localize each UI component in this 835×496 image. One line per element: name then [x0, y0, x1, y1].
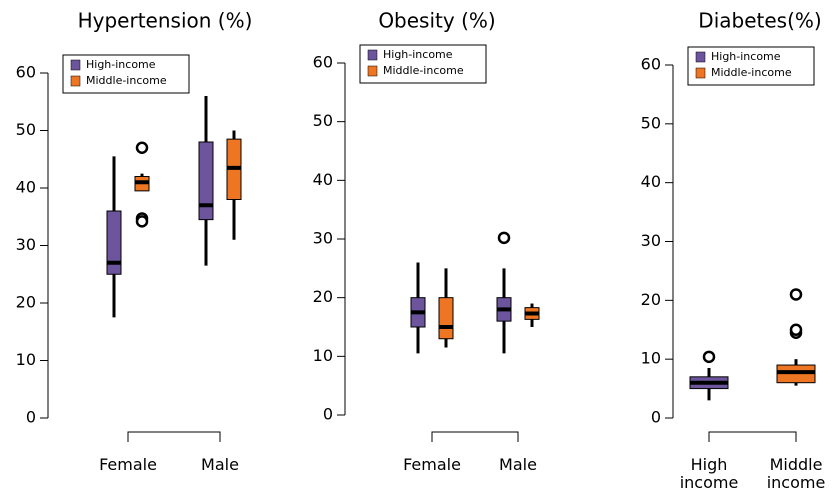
y-tick-label: 0 — [323, 405, 333, 424]
y-tick-label: 60 — [16, 63, 36, 82]
x-tick-label: Male — [201, 455, 239, 474]
y-tick-label: 30 — [16, 235, 36, 254]
x-tick-label: High income — [679, 455, 739, 492]
legend-box — [359, 44, 487, 84]
x-axis — [127, 431, 221, 442]
legend-swatch — [695, 51, 706, 63]
x-tick-label: Female — [99, 455, 157, 474]
y-tick-label: 40 — [16, 178, 36, 197]
x-tick-label: Male — [499, 455, 537, 474]
legend-label: Middle-income — [383, 64, 464, 77]
chart-title: Hypertension (%) — [78, 9, 253, 33]
legend-label: High-income — [86, 58, 156, 71]
y-tick-label: 40 — [313, 170, 333, 189]
y-tick-label: 10 — [641, 349, 661, 368]
chart-title: Diabetes(%) — [698, 9, 821, 33]
y-tick-label: 20 — [16, 293, 36, 312]
y-tick-label: 40 — [641, 172, 661, 191]
y-tick-label: 20 — [641, 290, 661, 309]
y-tick-label: 30 — [313, 229, 333, 248]
legend-swatch — [695, 67, 706, 79]
legend-label: Middle-income — [711, 66, 792, 79]
legend-box — [687, 46, 815, 86]
y-tick-label: 60 — [641, 55, 661, 74]
y-tick-label: 10 — [16, 350, 36, 369]
legend-swatch — [70, 59, 81, 71]
legend-swatch — [70, 75, 81, 87]
y-tick-label: 10 — [313, 346, 333, 365]
outlier — [702, 350, 716, 364]
outlier — [135, 215, 149, 228]
y-tick-label: 50 — [641, 113, 661, 132]
y-tick-label: 50 — [16, 120, 36, 139]
y-tick-label: 50 — [313, 111, 333, 130]
legend-label: High-income — [383, 48, 453, 61]
y-tick-label: 60 — [313, 53, 333, 72]
x-axis — [431, 431, 519, 442]
box — [106, 210, 122, 275]
x-axis — [708, 431, 797, 442]
outlier — [789, 323, 803, 336]
y-tick-label: 20 — [313, 287, 333, 306]
y-tick-label: 30 — [641, 231, 661, 250]
legend-swatch — [367, 65, 378, 77]
x-tick-label: Female — [403, 455, 461, 474]
legend-box — [62, 54, 190, 94]
legend-label: Middle-income — [86, 74, 167, 87]
box — [198, 141, 214, 221]
x-tick-label: Middle income — [766, 455, 826, 492]
box — [438, 297, 454, 340]
outlier — [789, 288, 803, 301]
outlier — [497, 231, 511, 245]
y-tick-label: 0 — [26, 408, 36, 427]
outlier — [135, 141, 149, 154]
legend-swatch — [367, 49, 378, 61]
legend-label: High-income — [711, 50, 781, 63]
y-tick-label: 0 — [651, 408, 661, 427]
chart-title: Obesity (%) — [378, 9, 495, 33]
